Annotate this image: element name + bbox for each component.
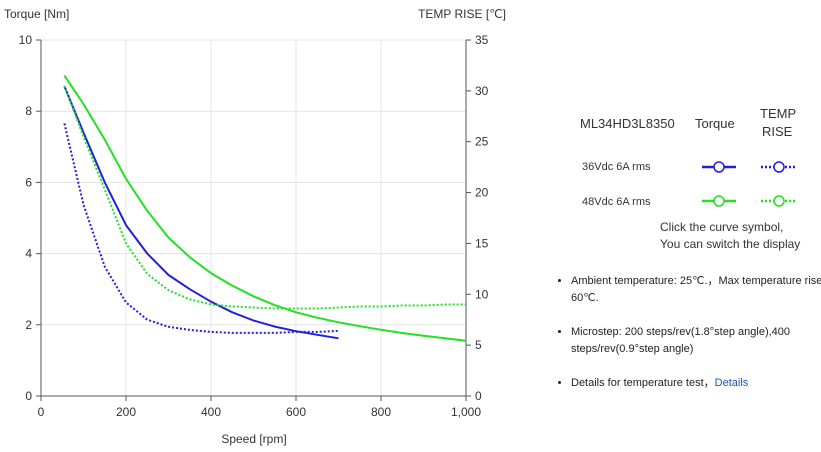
legend-row-36v-label: 36Vdc 6A rms bbox=[582, 161, 651, 173]
series-line-0 bbox=[63, 85, 339, 340]
y2-tick-label: 10 bbox=[475, 287, 489, 301]
legend-36v-torque-toggle[interactable] bbox=[701, 159, 737, 175]
legend-panel: ML34HD3L8350 Torque TEMP RISE 36Vdc 6A r… bbox=[548, 0, 821, 452]
note-temperature-test: Details for temperature test，Details bbox=[571, 375, 821, 392]
x-tick-label: 400 bbox=[201, 405, 221, 419]
y2-tick-label: 0 bbox=[475, 389, 482, 403]
x-tick-label: 800 bbox=[371, 405, 391, 419]
legend-temp-header-line2: RISE bbox=[762, 124, 793, 139]
x-tick-label: 1,000 bbox=[451, 405, 481, 419]
chart-grid bbox=[40, 39, 467, 397]
series-line-2 bbox=[63, 75, 467, 342]
y2-tick-label: 5 bbox=[475, 338, 482, 352]
legend-temp-header-line1: TEMP bbox=[760, 106, 797, 121]
y-tick-label: 8 bbox=[25, 104, 32, 118]
legend-48v-torque-toggle[interactable] bbox=[701, 193, 737, 209]
note-ambient-temperature: Ambient temperature: 25℃.，Max temperatur… bbox=[571, 273, 821, 307]
legend-row-48v-label: 48Vdc 6A rms bbox=[582, 196, 651, 208]
x-axis-label: Speed [rpm] bbox=[221, 432, 286, 446]
y-tick-label: 4 bbox=[25, 247, 32, 261]
y-axis-label: Torque [Nm] bbox=[4, 7, 69, 21]
chart-axes: 0 200 400 600 800 1,000 0 2 4 6 8 10 0 5 10 15 20 25 30 35 bbox=[19, 33, 489, 419]
y-tick-label: 2 bbox=[25, 318, 32, 332]
series-line-3 bbox=[63, 85, 466, 310]
x-tick-label: 0 bbox=[38, 405, 45, 419]
x-tick-label: 200 bbox=[116, 405, 136, 419]
legend-hint: Click the curve symbol, You can switch t… bbox=[660, 219, 800, 253]
y-tick-label: 6 bbox=[25, 175, 32, 189]
y2-tick-label: 20 bbox=[475, 186, 489, 200]
legend-torque-header: Torque bbox=[695, 116, 735, 131]
y2-tick-label: 15 bbox=[475, 236, 489, 250]
x-tick-label: 600 bbox=[286, 405, 306, 419]
chart-series bbox=[63, 75, 467, 342]
notes-list: Ambient temperature: 25℃.，Max temperatur… bbox=[558, 273, 821, 409]
legend-hint-line2: You can switch the display bbox=[660, 237, 801, 251]
legend-model-name: ML34HD3L8350 bbox=[580, 116, 675, 131]
y2-tick-label: 35 bbox=[475, 33, 489, 47]
legend-48v-temp-toggle[interactable] bbox=[760, 193, 798, 209]
y-tick-label: 0 bbox=[25, 389, 32, 403]
performance-chart: 0 200 400 600 800 1,000024681005101520253035 … bbox=[4, 7, 506, 446]
y-tick-label: 10 bbox=[19, 33, 33, 47]
y2-axis-label: TEMP RISE [℃] bbox=[418, 7, 506, 21]
legend-hint-line1: Click the curve symbol, bbox=[660, 220, 784, 234]
series-line-1 bbox=[63, 123, 339, 334]
y2-tick-label: 25 bbox=[475, 135, 489, 149]
y2-tick-label: 30 bbox=[475, 84, 489, 98]
note-temperature-test-text: Details for temperature test， bbox=[571, 377, 715, 389]
note-microstep: Microstep: 200 steps/rev(1.8°step angle)… bbox=[571, 324, 821, 358]
legend-36v-temp-toggle[interactable] bbox=[760, 159, 798, 175]
details-link[interactable]: Details bbox=[714, 377, 749, 389]
